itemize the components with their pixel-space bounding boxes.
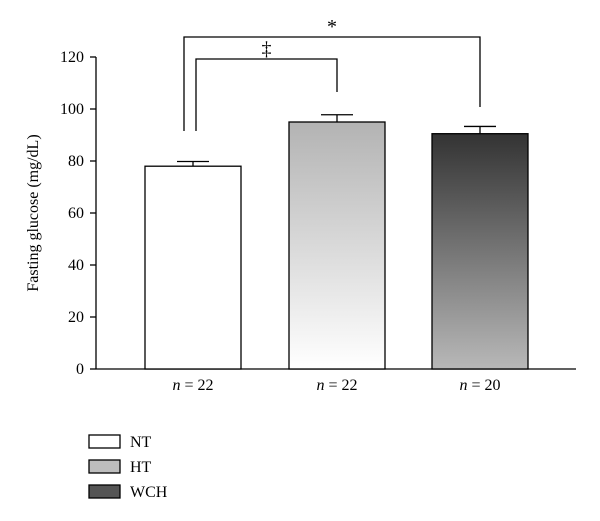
significance-brackets: ‡* (183, 16, 481, 131)
y-tick-label: 20 (68, 309, 84, 326)
bar-nt (144, 165, 242, 370)
category-label: n = 20 (459, 377, 500, 394)
category-label: n = 22 (316, 377, 357, 394)
y-tick-label: 0 (76, 361, 84, 378)
legend-swatch-wch (88, 484, 121, 499)
legend-label-nt: NT (130, 434, 152, 451)
y-tick-label: 40 (68, 257, 84, 274)
legend-label-wch: WCH (130, 484, 168, 501)
y-tick-label: 100 (60, 101, 84, 118)
bars (144, 121, 529, 370)
significance-marker: * (327, 16, 337, 38)
y-axis-label: Fasting glucose (mg/dL) (25, 134, 42, 291)
significance-bracket (195, 58, 338, 131)
bar-ht (288, 121, 386, 370)
legend-swatch-ht (88, 459, 121, 474)
category-label: n = 22 (172, 377, 213, 394)
legend-label-ht: HT (130, 459, 152, 476)
y-tick-label: 80 (68, 153, 84, 170)
error-bars (177, 114, 496, 167)
category-labels: n = 22 n = 22 n = 20 (172, 377, 500, 394)
y-axis: 0 20 40 60 80 100 120 (60, 49, 97, 378)
bar-wch (431, 133, 529, 370)
significance-bracket (183, 36, 481, 131)
y-tick-label: 60 (68, 205, 84, 222)
legend-swatch-nt (88, 434, 121, 449)
significance-marker: ‡ (262, 38, 272, 60)
legend: NT HT WCH (88, 434, 168, 501)
y-tick-label: 120 (60, 49, 84, 66)
